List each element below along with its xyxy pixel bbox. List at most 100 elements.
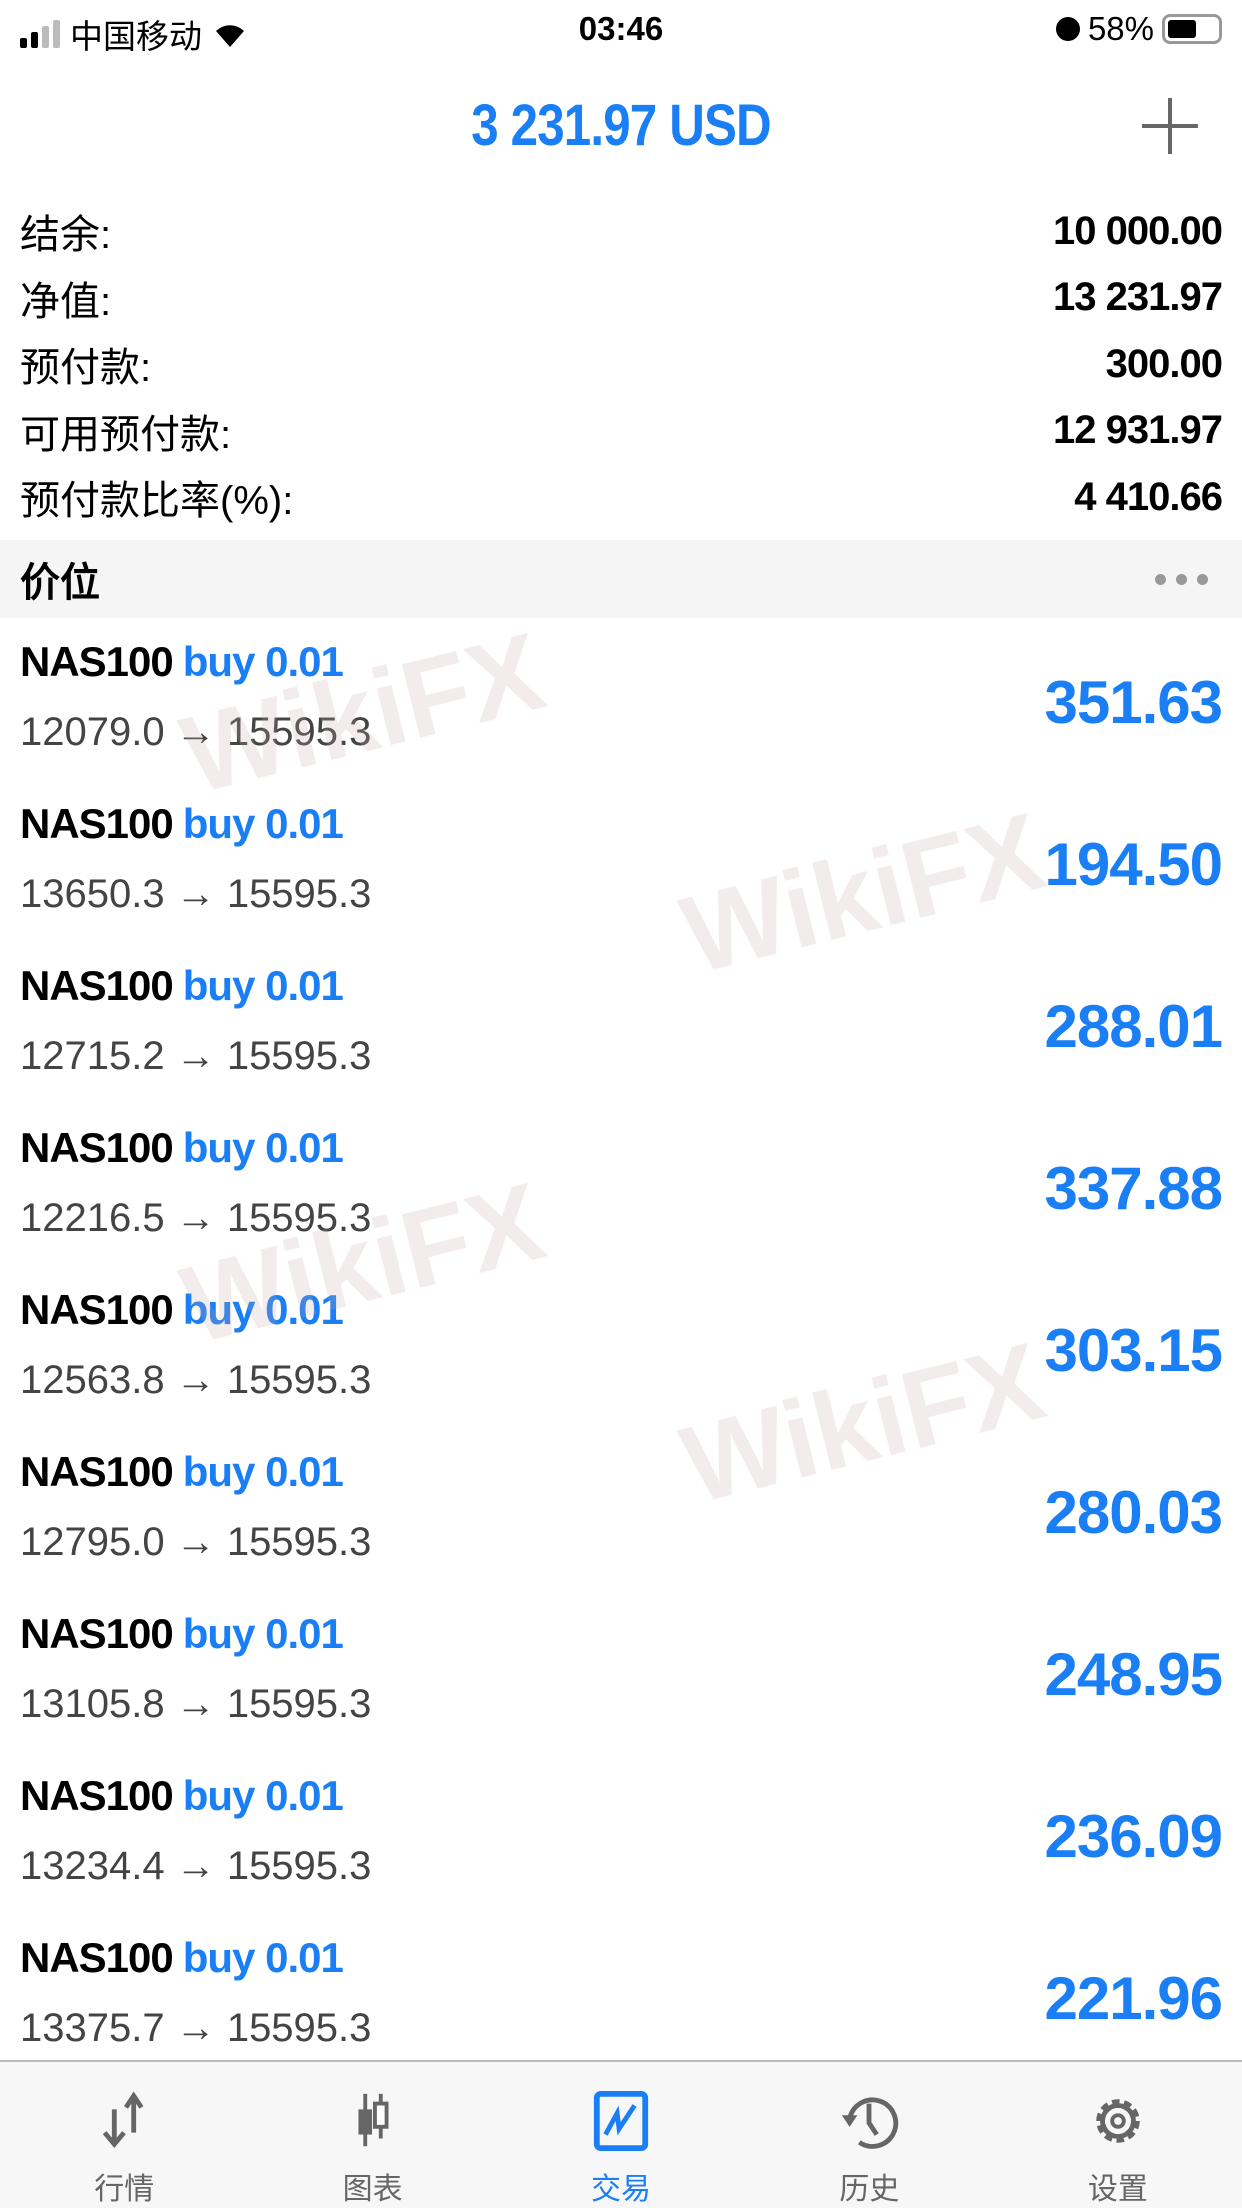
position-title: NAS100 buy 0.01: [20, 1286, 344, 1334]
summary-row-balance: 结余: 10 000.00: [0, 198, 1242, 265]
side-volume: buy 0.01: [182, 1934, 344, 1981]
position-row[interactable]: NAS100 buy 0.01 13105.8 → 15595.3 248.95: [0, 1592, 1242, 1754]
price-range: 13375.7 → 15595.3: [20, 2006, 372, 2050]
tab-trade[interactable]: 交易: [497, 2062, 745, 2208]
plus-icon[interactable]: [1142, 98, 1198, 154]
carrier: 中国移动: [70, 18, 202, 55]
price-range: 12079.0 → 15595.3: [20, 710, 372, 754]
label: 预付款比率(%):: [20, 479, 294, 524]
history-clock-icon: [842, 2097, 899, 2149]
position-row[interactable]: NAS100 buy 0.01 12563.8 → 15595.3 303.15: [0, 1268, 1242, 1430]
side-volume: buy 0.01: [182, 800, 344, 847]
tab-label: 设置: [1087, 2173, 1148, 2206]
battery-percent: 58%: [1087, 10, 1154, 47]
value: 13 231.97: [1053, 275, 1223, 320]
position-row[interactable]: NAS100 buy 0.01 12715.2 → 15595.3 288.01: [0, 944, 1242, 1106]
profit: 303.15: [1044, 1317, 1223, 1384]
profit: 236.09: [1044, 1803, 1223, 1870]
header: 3 231.97 USD: [0, 80, 1242, 170]
symbol: NAS100: [20, 1772, 174, 1819]
positions-section-header: 价位: [0, 540, 1242, 618]
label: 预付款:: [20, 346, 152, 391]
tab-bar: 行情 图表 交易 历史 设置: [0, 2060, 1242, 2208]
position-row[interactable]: NAS100 buy 0.01 13234.4 → 15595.3 236.09: [0, 1754, 1242, 1916]
side-volume: buy 0.01: [182, 1124, 344, 1171]
profit: 221.96: [1044, 1965, 1223, 2032]
profit: 351.63: [1044, 669, 1223, 736]
position-row[interactable]: NAS100 buy 0.01 13650.3 → 15595.3 194.50: [0, 782, 1242, 944]
label: 可用预付款:: [20, 412, 232, 457]
side-volume: buy 0.01: [182, 1610, 344, 1657]
position-row[interactable]: NAS100 buy 0.01 12079.0 → 15595.3 351.63: [0, 620, 1242, 782]
label: 结余:: [20, 213, 112, 258]
value: 10 000.00: [1053, 208, 1223, 253]
symbol: NAS100: [20, 1286, 174, 1333]
trade-chart-icon: [593, 2090, 649, 2152]
price-range: 12715.2 → 15595.3: [20, 1034, 372, 1078]
side-volume: buy 0.01: [182, 1286, 344, 1333]
position-title: NAS100 buy 0.01: [20, 1772, 344, 1820]
price-range: 12563.8 → 15595.3: [20, 1358, 372, 1402]
price-range: 13105.8 → 15595.3: [20, 1682, 372, 1726]
label: 净值:: [20, 279, 112, 324]
tab-charts[interactable]: 图表: [248, 2062, 496, 2208]
summary-row-equity: 净值: 13 231.97: [0, 265, 1242, 332]
symbol: NAS100: [20, 1934, 174, 1981]
price-range: 12216.5 → 15595.3: [20, 1196, 372, 1240]
profit: 337.88: [1044, 1155, 1223, 1222]
tab-quotes[interactable]: 行情: [0, 2062, 248, 2208]
side-volume: buy 0.01: [182, 638, 344, 685]
position-row[interactable]: NAS100 buy 0.01 12216.5 → 15595.3 337.88: [0, 1106, 1242, 1268]
tab-settings[interactable]: 设置: [994, 2062, 1242, 2208]
quotes-arrows-icon: [102, 2091, 144, 2149]
symbol: NAS100: [20, 1610, 174, 1657]
position-title: NAS100 buy 0.01: [20, 1124, 344, 1172]
tab-label: 历史: [839, 2173, 900, 2206]
position-row[interactable]: NAS100 buy 0.01 12795.0 → 15595.3 280.03: [0, 1430, 1242, 1592]
profit: 280.03: [1044, 1479, 1223, 1546]
value: 12 931.97: [1053, 408, 1223, 453]
position-title: NAS100 buy 0.01: [20, 638, 344, 686]
position-title: NAS100 buy 0.01: [20, 1610, 344, 1658]
price-range: 13234.4 → 15595.3: [20, 1844, 372, 1888]
tab-label: 图表: [342, 2173, 403, 2206]
position-title: NAS100 buy 0.01: [20, 800, 344, 848]
settings-gear-icon: [1096, 2099, 1140, 2143]
side-volume: buy 0.01: [182, 1772, 344, 1819]
summary-row-margin: 预付款: 300.00: [0, 331, 1242, 398]
profit: 288.01: [1044, 993, 1223, 1060]
tab-label: 交易: [591, 2173, 652, 2206]
symbol: NAS100: [20, 962, 174, 1009]
clock: 03:46: [578, 10, 664, 47]
symbol: NAS100: [20, 1124, 174, 1171]
value: 4 410.66: [1074, 474, 1223, 519]
price-range: 12795.0 → 15595.3: [20, 1520, 372, 1564]
positions-list: NAS100 buy 0.01 12079.0 → 15595.3 351.63 N…: [0, 620, 1242, 2078]
symbol: NAS100: [20, 800, 174, 847]
tab-label: 行情: [94, 2173, 155, 2206]
position-title: NAS100 buy 0.01: [20, 1934, 344, 1982]
symbol: NAS100: [20, 1448, 174, 1495]
battery-icon: [1162, 14, 1222, 44]
value: 300.00: [1105, 341, 1223, 386]
candlestick-chart-icon: [358, 2093, 389, 2147]
account-summary: 结余: 10 000.00 净值: 13 231.97 预付款: 300.00 可用预…: [0, 198, 1242, 531]
side-volume: buy 0.01: [182, 962, 344, 1009]
position-row[interactable]: NAS100 buy 0.01 13375.7 → 15595.3 221.96: [0, 1916, 1242, 2078]
section-title: 价位: [20, 561, 100, 605]
more-dots-icon[interactable]: [1155, 573, 1208, 585]
profit: 248.95: [1044, 1641, 1223, 1708]
side-volume: buy 0.01: [182, 1448, 344, 1495]
tab-history[interactable]: 历史: [745, 2062, 993, 2208]
position-title: NAS100 buy 0.01: [20, 1448, 344, 1496]
price-range: 13650.3 → 15595.3: [20, 872, 372, 916]
profit: 194.50: [1044, 831, 1223, 898]
summary-row-margin-level: 预付款比率(%): 4 410.66: [0, 464, 1242, 531]
status-bar: 中国移动 03:46 58%: [0, 0, 1242, 62]
wifi-icon: [216, 25, 244, 47]
position-title: NAS100 buy 0.01: [20, 962, 344, 1010]
signal-icon: [20, 20, 60, 48]
account-profit-title: 3 231.97 USD: [471, 93, 771, 158]
alarm-icon: [1055, 17, 1080, 41]
summary-row-free-margin: 可用预付款: 12 931.97: [0, 398, 1242, 465]
